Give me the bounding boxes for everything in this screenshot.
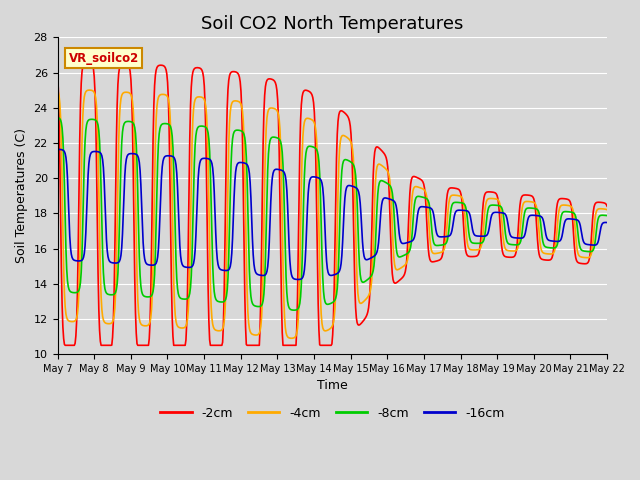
-16cm bbox=[54, 146, 62, 152]
-2cm bbox=[61, 342, 69, 348]
-2cm bbox=[54, 71, 61, 77]
Line: -2cm: -2cm bbox=[58, 61, 607, 345]
-2cm bbox=[65, 342, 72, 348]
Y-axis label: Soil Temperatures (C): Soil Temperatures (C) bbox=[15, 128, 28, 263]
-2cm bbox=[401, 271, 408, 277]
-16cm bbox=[177, 253, 184, 259]
-8cm bbox=[176, 295, 184, 300]
Text: VR_soilco2: VR_soilco2 bbox=[68, 51, 139, 65]
-16cm bbox=[121, 173, 129, 179]
Legend: -2cm, -4cm, -8cm, -16cm: -2cm, -4cm, -8cm, -16cm bbox=[156, 402, 509, 424]
-16cm bbox=[54, 146, 61, 152]
-4cm bbox=[54, 87, 61, 93]
-8cm bbox=[205, 136, 212, 142]
-8cm bbox=[416, 193, 424, 199]
Title: Soil CO2 North Temperatures: Soil CO2 North Temperatures bbox=[201, 15, 463, 33]
-8cm bbox=[120, 121, 128, 127]
-16cm bbox=[417, 204, 424, 210]
-4cm bbox=[287, 336, 295, 341]
-8cm bbox=[604, 213, 611, 218]
-4cm bbox=[206, 246, 214, 252]
-4cm bbox=[63, 317, 71, 323]
-4cm bbox=[86, 87, 93, 93]
-4cm bbox=[417, 185, 424, 191]
-2cm bbox=[122, 60, 129, 66]
-8cm bbox=[63, 278, 71, 284]
-16cm bbox=[206, 156, 214, 162]
-16cm bbox=[65, 194, 72, 200]
-4cm bbox=[121, 89, 129, 95]
-2cm bbox=[207, 342, 214, 348]
-8cm bbox=[400, 252, 408, 258]
-16cm bbox=[604, 220, 611, 226]
-16cm bbox=[294, 276, 302, 282]
Line: -8cm: -8cm bbox=[58, 118, 607, 310]
Line: -16cm: -16cm bbox=[58, 149, 607, 279]
Line: -4cm: -4cm bbox=[58, 90, 607, 338]
-4cm bbox=[177, 325, 184, 331]
-8cm bbox=[54, 115, 61, 120]
-2cm bbox=[177, 342, 185, 348]
-16cm bbox=[401, 240, 408, 246]
-2cm bbox=[417, 177, 424, 182]
-2cm bbox=[83, 58, 91, 64]
-4cm bbox=[604, 207, 611, 213]
X-axis label: Time: Time bbox=[317, 379, 348, 392]
-4cm bbox=[401, 263, 408, 268]
-2cm bbox=[604, 203, 611, 209]
-8cm bbox=[290, 307, 298, 313]
